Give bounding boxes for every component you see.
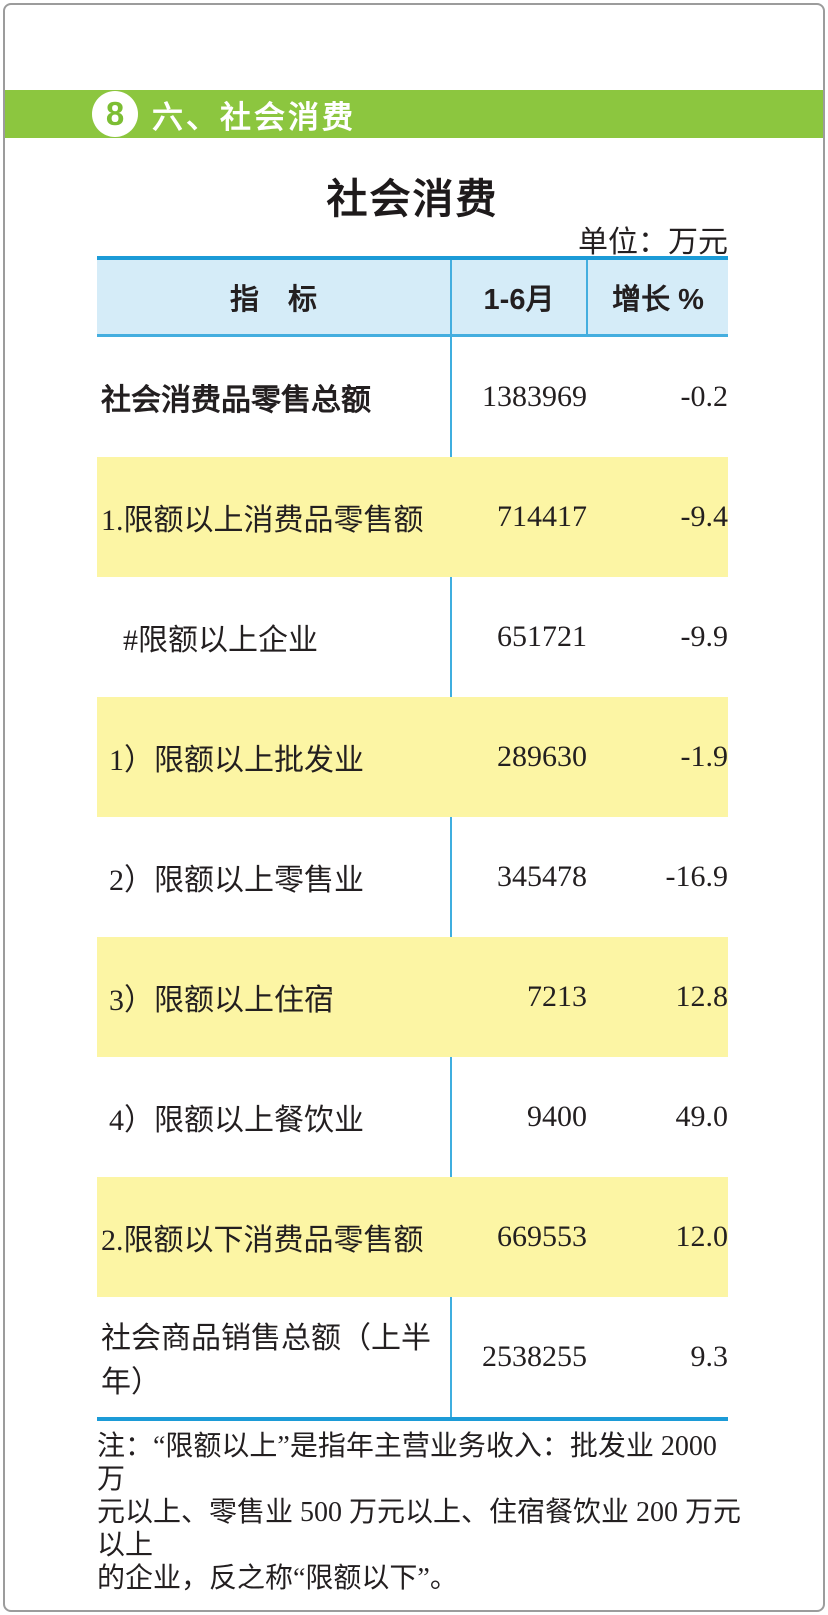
indicator-cell: 2）限额以上零售业 <box>109 864 364 897</box>
footnote-line: 元以上、零售业 500 万元以上、住宿餐饮业 200 万元以上 <box>97 1497 742 1561</box>
growth-value-cell: 49.0 <box>675 1100 729 1133</box>
period-value-cell: 669553 <box>497 1220 587 1253</box>
section-number-badge: 8 <box>92 91 138 137</box>
table-row: 社会商品销售总额（上半年） 2538255 9.3 <box>97 1297 728 1417</box>
growth-value-cell: -0.2 <box>680 380 729 413</box>
period-value-cell: 651721 <box>497 620 587 653</box>
indicator-cell: 3）限额以上住宿 <box>109 984 334 1017</box>
growth-value-cell: -9.9 <box>680 620 729 653</box>
col-header-growth: 增长 % <box>612 284 704 316</box>
indicator-cell: 社会消费品零售总额 <box>101 384 371 417</box>
period-value-cell: 714417 <box>497 500 587 533</box>
indicator-cell: #限额以上企业 <box>123 624 318 657</box>
table-row: 3）限额以上住宿 7213 12.8 <box>97 937 728 1057</box>
table-row: 2.限额以下消费品零售额 669553 12.0 <box>97 1177 728 1297</box>
period-value-cell: 1383969 <box>482 380 587 413</box>
column-divider-line <box>450 337 452 1417</box>
section-number: 8 <box>105 95 125 132</box>
footnote-line: 的企业，反之称“限额以下”。 <box>97 1563 458 1594</box>
col-header-period: 1-6月 <box>452 260 588 334</box>
growth-value-cell: 12.0 <box>675 1220 729 1253</box>
table-row: #限额以上企业 651721 -9.9 <box>97 577 728 697</box>
period-value-cell: 289630 <box>497 740 587 773</box>
table-row: 2）限额以上零售业 345478 -16.9 <box>97 817 728 937</box>
table-row: 1.限额以上消费品零售额 714417 -9.4 <box>97 457 728 577</box>
period-value-cell: 7213 <box>527 980 587 1013</box>
section-header-bar: 8 六、社会消费 <box>5 90 823 138</box>
indicator-cell: 4）限额以上餐饮业 <box>109 1104 364 1137</box>
table-row: 1）限额以上批发业 289630 -1.9 <box>97 697 728 817</box>
col-header-indicator: 指 标 <box>97 260 452 334</box>
footnote-line: 注：“限额以上”是指年主营业务收入：批发业 2000 万 <box>97 1431 717 1495</box>
growth-value-cell: -16.9 <box>665 860 729 893</box>
table-body: 社会消费品零售总额 1383969 -0.2 1.限额以上消费品零售额 7144… <box>97 337 728 1421</box>
unit-label: 单位：万元 <box>578 226 728 259</box>
section-title: 六、社会消费 <box>152 99 356 135</box>
table-row: 4）限额以上餐饮业 9400 49.0 <box>97 1057 728 1177</box>
period-value-cell: 345478 <box>497 860 587 893</box>
table-header-row: 指 标 1-6月 增长 % <box>97 256 728 337</box>
growth-value-cell: -1.9 <box>680 740 729 773</box>
indicator-cell: 1.限额以上消费品零售额 <box>101 504 424 537</box>
period-value-cell: 9400 <box>527 1100 587 1133</box>
indicator-cell: 1）限额以上批发业 <box>109 744 364 777</box>
period-value-cell: 2538255 <box>482 1340 587 1373</box>
indicator-cell: 社会商品销售总额（上半年） <box>101 1322 431 1399</box>
growth-value-cell: 12.8 <box>675 980 729 1013</box>
statistics-table: 指 标 1-6月 增长 % 社会消费品零售总额 1383969 -0.2 1.限… <box>97 256 728 1421</box>
page-title: 社会消费 <box>326 176 499 222</box>
table-row: 社会消费品零售总额 1383969 -0.2 <box>97 337 728 457</box>
growth-value-cell: 9.3 <box>690 1340 729 1373</box>
indicator-cell: 2.限额以下消费品零售额 <box>101 1224 424 1257</box>
footnote: 注：“限额以上”是指年主营业务收入：批发业 2000 万 元以上、零售业 500… <box>97 1430 747 1595</box>
growth-value-cell: -9.4 <box>680 500 729 533</box>
